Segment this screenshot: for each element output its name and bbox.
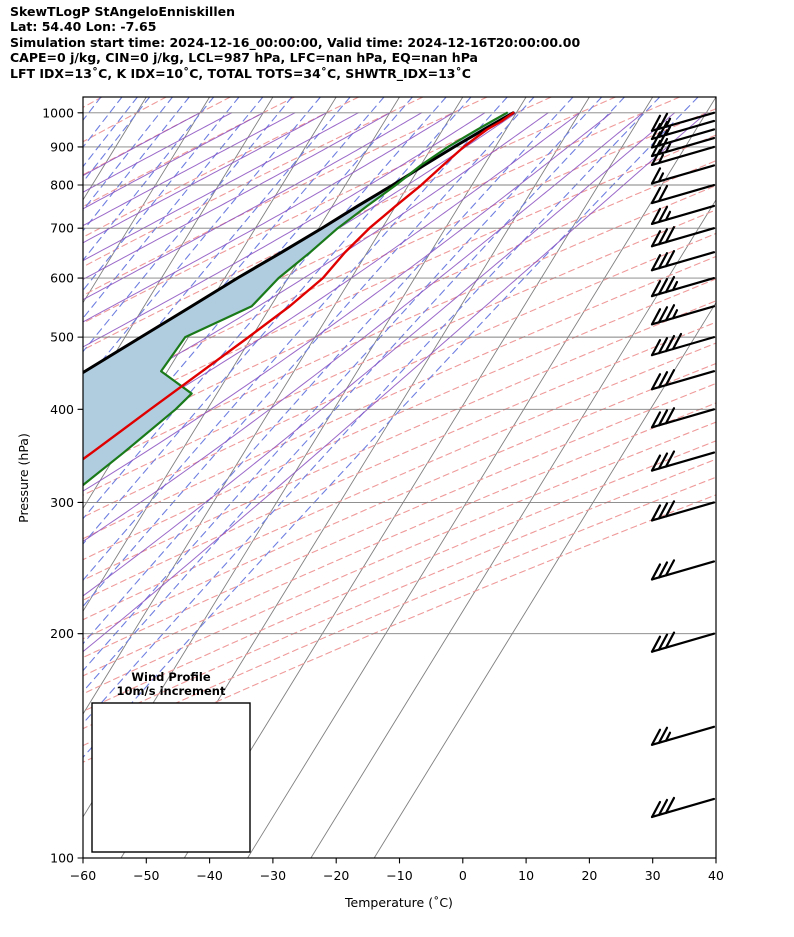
y-tick-label: 1000: [42, 105, 74, 120]
header-title: SkewTLogP StAngeloEnniskillen: [10, 4, 235, 19]
x-tick-label: −60: [70, 868, 96, 883]
x-axis-label: Temperature (˚C): [344, 895, 453, 910]
header-indices-cape: CAPE=0 j/kg, CIN=0 j/kg, LCL=987 hPa, LF…: [10, 50, 478, 66]
axis-ticks: −60 −50 −40 −30 −20 −10 0 10 20 30 40 100 200 300 400 5…: [42, 105, 724, 883]
inset-frame: [91, 702, 251, 853]
x-tick-label: 10: [518, 868, 534, 883]
y-tick-label: 300: [50, 495, 74, 510]
inset-title-line1: Wind Profile: [131, 670, 211, 684]
y-tick-label: 700: [50, 221, 74, 236]
x-tick-label: −50: [133, 868, 159, 883]
inset-title-line2: 10m/s increment: [117, 684, 226, 698]
x-tick-label: −10: [386, 868, 412, 883]
wind-barbs: [650, 111, 716, 819]
header-latlon: Lat: 54.40 Lon: -7.65: [10, 19, 157, 35]
x-tick-label: 20: [581, 868, 597, 883]
header-times: Simulation start time: 2024-12-16_00:00:…: [10, 34, 581, 50]
y-axis-label: Pressure (hPa): [16, 433, 31, 523]
y-tick-label: 900: [50, 139, 74, 154]
header-block: SkewTLogP StAngeloEnniskillen Lat: 54.40…: [10, 4, 790, 81]
y-tick-label: 800: [50, 178, 74, 193]
dry-adiabat-lines: [83, 97, 716, 763]
wind-profile-inset: [91, 702, 251, 853]
profile-curves: [83, 111, 515, 487]
y-tick-label: 500: [50, 330, 74, 345]
x-tick-label: −30: [260, 868, 286, 883]
y-tick-label: 100: [50, 851, 74, 866]
moist-adiabat-lines: [83, 112, 707, 653]
x-tick-label: −40: [196, 868, 222, 883]
cape-shaded-region: [83, 112, 514, 486]
isobar-lines: [83, 112, 716, 858]
y-tick-label: 400: [50, 402, 74, 417]
y-tick-label: 600: [50, 271, 74, 286]
x-tick-label: 40: [708, 868, 724, 883]
x-tick-label: 30: [645, 868, 661, 883]
y-tick-label: 200: [50, 626, 74, 641]
x-tick-label: −20: [323, 868, 349, 883]
x-tick-label: 0: [459, 868, 467, 883]
header-indices-lift: LFT IDX=13˚C, K IDX=10˚C, TOTAL TOTS=34˚…: [10, 65, 471, 81]
